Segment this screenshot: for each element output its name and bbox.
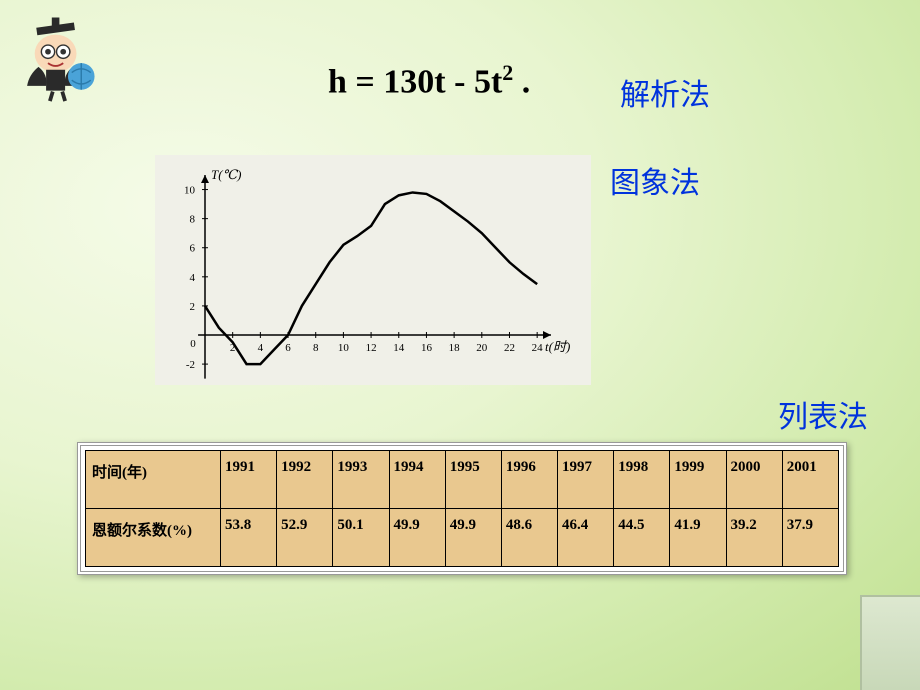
- table-cell-year: 1998: [614, 451, 670, 509]
- svg-text:14: 14: [393, 342, 405, 354]
- table-cell-value: 49.9: [445, 509, 501, 567]
- table-cell-value: 41.9: [670, 509, 726, 567]
- svg-text:t(时): t(时): [545, 339, 570, 354]
- table-cell-value: 49.9: [389, 509, 445, 567]
- table-cell-year: 1995: [445, 451, 501, 509]
- table-cell-year: 1993: [333, 451, 389, 509]
- table-cell-value: 53.8: [221, 509, 277, 567]
- label-table: 列表法: [778, 392, 868, 436]
- eq-dot: .: [522, 63, 531, 100]
- engel-table: 时间(年)19911992199319941995199619971998199…: [77, 442, 847, 575]
- table-cell-year: 2000: [726, 451, 782, 509]
- table-cell-value: 48.6: [501, 509, 557, 567]
- table-cell-value: 44.5: [614, 509, 670, 567]
- svg-text:24: 24: [532, 342, 544, 354]
- eq-minus: -: [454, 63, 465, 100]
- table-cell-value: 37.9: [782, 509, 838, 567]
- eq-term2: 5t: [474, 63, 502, 100]
- table-cell-year: 1996: [501, 451, 557, 509]
- table-header-value: 恩额尔系数(%): [86, 509, 221, 567]
- svg-text:4: 4: [190, 272, 196, 284]
- eq-equals: =: [355, 63, 374, 100]
- svg-text:T(℃): T(℃): [211, 167, 241, 182]
- table-cell-value: 50.1: [333, 509, 389, 567]
- table-cell-year: 1991: [221, 451, 277, 509]
- equation-formula: h = 130t - 5t2 .: [328, 60, 530, 101]
- svg-text:16: 16: [421, 342, 433, 354]
- table-header-year: 时间(年): [86, 451, 221, 509]
- svg-text:10: 10: [338, 342, 350, 354]
- eq-lhs: h: [328, 63, 347, 100]
- table-cell-year: 1997: [558, 451, 614, 509]
- svg-text:6: 6: [285, 342, 291, 354]
- svg-text:-2: -2: [186, 359, 195, 371]
- table-cell-value: 46.4: [558, 509, 614, 567]
- svg-text:22: 22: [504, 342, 515, 354]
- table-cell-value: 52.9: [277, 509, 333, 567]
- svg-text:10: 10: [184, 185, 196, 197]
- svg-text:12: 12: [366, 342, 377, 354]
- table-cell-year: 2001: [782, 451, 838, 509]
- decorative-corner: [860, 595, 920, 690]
- table-cell-year: 1992: [277, 451, 333, 509]
- temperature-chart: -2024681024681012141618202224T(℃)t(时): [155, 155, 591, 385]
- eq-exponent: 2: [502, 60, 513, 85]
- label-graph: 图象法: [610, 158, 700, 202]
- table-cell-year: 1994: [389, 451, 445, 509]
- table-cell-year: 1999: [670, 451, 726, 509]
- svg-text:6: 6: [190, 243, 196, 255]
- table-cell-value: 39.2: [726, 509, 782, 567]
- svg-text:0: 0: [190, 338, 196, 350]
- mascot-icon: [10, 8, 105, 103]
- svg-text:18: 18: [449, 342, 461, 354]
- svg-text:2: 2: [190, 301, 196, 313]
- label-analytic: 解析法: [620, 70, 710, 114]
- svg-text:8: 8: [190, 214, 196, 226]
- svg-text:20: 20: [476, 342, 488, 354]
- svg-text:4: 4: [258, 342, 264, 354]
- eq-term1: 130t: [383, 63, 445, 100]
- svg-text:8: 8: [313, 342, 319, 354]
